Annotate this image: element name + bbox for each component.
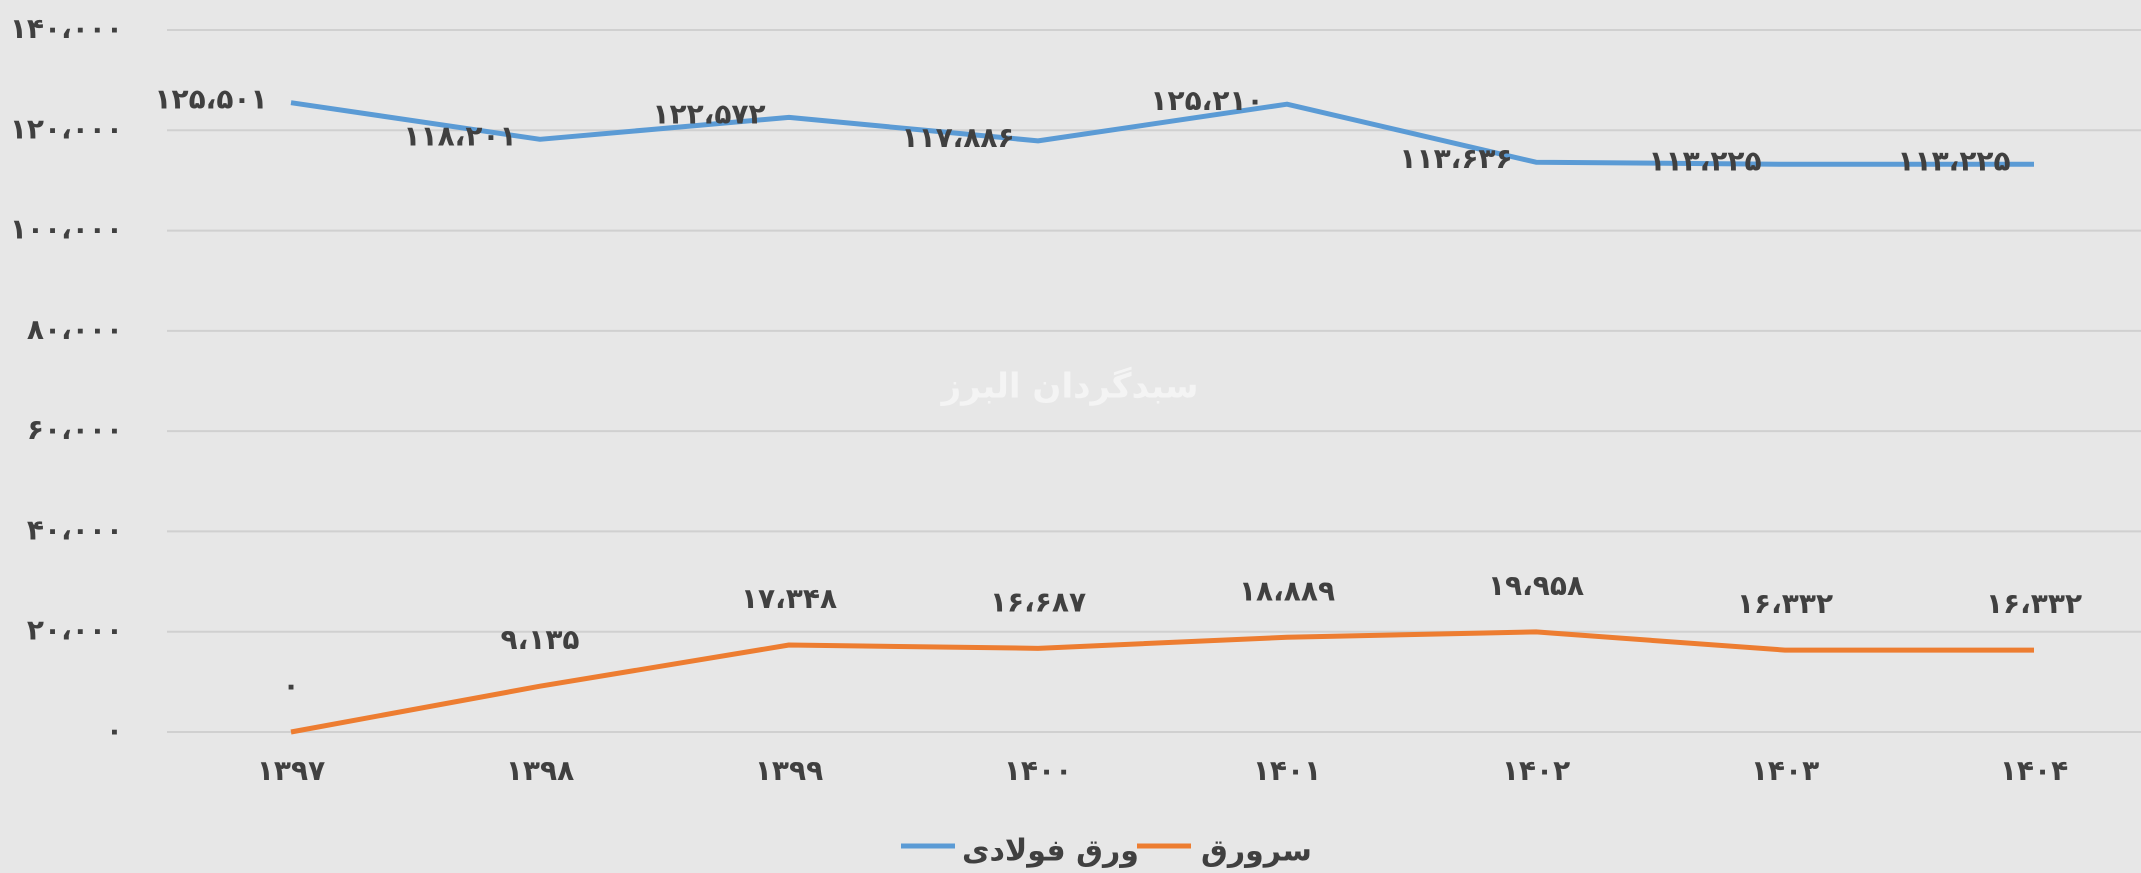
x-tick-label: ۱۴۰۳: [1751, 754, 1819, 787]
y-tick-label: ۰: [106, 714, 123, 747]
data-label: ۱۱۳،۲۲۵: [1897, 144, 2010, 177]
data-label: ۰: [282, 669, 299, 702]
data-label: ۱۱۳،۲۲۵: [1648, 144, 1761, 177]
data-label: ۱۹،۹۵۸: [1488, 569, 1584, 602]
data-label: ۱۱۷،۸۸۶: [901, 121, 1014, 154]
y-tick-label: ۸۰،۰۰۰: [27, 313, 123, 346]
y-tick-label: ۱۲۰،۰۰۰: [10, 112, 123, 145]
data-label: ۹،۱۳۵: [501, 623, 580, 656]
x-tick-label: ۱۳۹۹: [755, 754, 823, 787]
data-label: ۱۸،۸۸۹: [1239, 574, 1335, 607]
series-line: [290, 100, 2034, 167]
legend-label: سرورق: [1201, 834, 1312, 869]
legend-label: ورق فولادی: [962, 834, 1139, 869]
y-tick-label: ۴۰،۰۰۰: [27, 513, 123, 546]
y-tick-label: ۲۰،۰۰۰: [27, 614, 123, 647]
y-tick-label: ۱۴۰،۰۰۰: [10, 12, 123, 45]
data-label: ۱۷،۳۴۸: [741, 582, 837, 615]
x-tick-label: ۱۳۹۷: [257, 754, 325, 787]
x-tick-label: ۱۴۰۰: [1004, 754, 1072, 787]
data-label: ۱۱۳،۶۳۶: [1399, 142, 1512, 175]
x-tick-label: ۱۴۰۴: [2000, 754, 2068, 787]
data-label: ۱۱۸،۲۰۱: [403, 119, 516, 152]
data-label: ۱۶،۳۳۲: [1737, 587, 1833, 620]
x-tick-label: ۱۴۰۲: [1502, 754, 1570, 787]
y-tick-label: ۶۰،۰۰۰: [27, 413, 123, 446]
data-label: ۱۲۵،۲۱۰: [1150, 84, 1263, 117]
watermark: سبدگردان البرز: [940, 367, 1199, 407]
data-label: ۱۶،۳۳۲: [1986, 587, 2082, 620]
x-tick-label: ۱۳۹۸: [506, 754, 574, 787]
data-label: ۱۶،۶۸۷: [990, 585, 1086, 618]
data-label: ۱۲۵،۵۰۱: [154, 83, 267, 116]
data-label: ۱۲۲،۵۷۲: [652, 97, 765, 130]
series-line: [290, 629, 2034, 735]
y-tick-label: ۱۰۰،۰۰۰: [10, 213, 123, 246]
x-tick-label: ۱۴۰۱: [1253, 754, 1321, 787]
